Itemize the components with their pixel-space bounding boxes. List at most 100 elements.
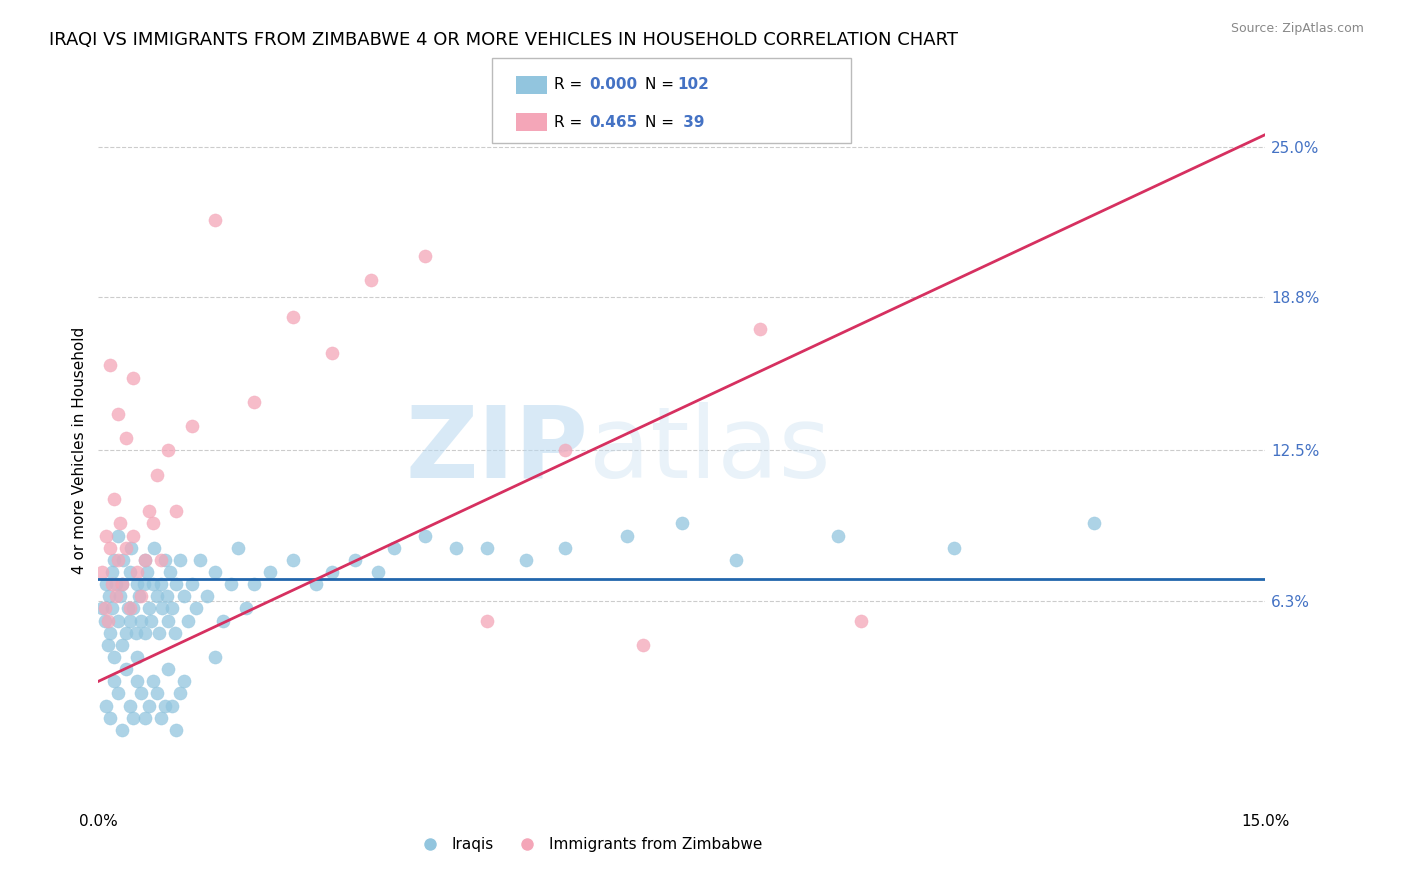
Point: [165, 577, 187, 591]
Point: [153, 698, 176, 713]
Point: [162, 601, 184, 615]
Point: [1083, 516, 1105, 531]
Point: [96, 698, 118, 713]
Text: 0.465: 0.465: [589, 115, 637, 129]
Point: [162, 698, 184, 713]
Point: [671, 516, 693, 531]
Point: [129, 589, 152, 603]
Point: [180, 419, 202, 434]
Point: [108, 516, 131, 531]
Point: [93, 601, 115, 615]
Point: [138, 504, 160, 518]
Point: [134, 553, 156, 567]
Point: [173, 589, 195, 603]
Point: [122, 370, 145, 384]
Text: IRAQI VS IMMIGRANTS FROM ZIMBABWE 4 OR MORE VEHICLES IN HOUSEHOLD CORRELATION CH: IRAQI VS IMMIGRANTS FROM ZIMBABWE 4 OR M…: [49, 31, 959, 49]
Point: [177, 614, 200, 628]
Point: [243, 395, 266, 409]
Point: [616, 528, 638, 542]
Point: [184, 601, 207, 615]
Point: [554, 443, 576, 458]
Point: [111, 638, 134, 652]
Point: [98, 359, 121, 373]
Point: [219, 577, 242, 591]
Point: [180, 577, 202, 591]
Point: [117, 601, 139, 615]
Point: [118, 565, 141, 579]
Point: [129, 614, 152, 628]
Point: [259, 565, 281, 579]
Point: [103, 650, 125, 665]
Point: [120, 541, 142, 555]
Point: [101, 577, 124, 591]
Point: [128, 589, 150, 603]
Point: [100, 565, 122, 579]
Point: [103, 674, 125, 689]
Point: [142, 516, 165, 531]
Point: [104, 589, 127, 603]
Point: [165, 723, 187, 737]
Y-axis label: 4 or more Vehicles in Household: 4 or more Vehicles in Household: [72, 326, 87, 574]
Point: [118, 698, 141, 713]
Text: R =: R =: [554, 78, 588, 92]
Point: [107, 614, 129, 628]
Point: [153, 553, 176, 567]
Point: [138, 698, 160, 713]
Point: [142, 674, 165, 689]
Text: N =: N =: [645, 115, 679, 129]
Point: [165, 504, 187, 518]
Point: [107, 528, 129, 542]
Point: [125, 625, 148, 640]
Legend: Iraqis, Immigrants from Zimbabwe: Iraqis, Immigrants from Zimbabwe: [409, 831, 768, 859]
Text: atlas: atlas: [589, 402, 830, 499]
Text: Source: ZipAtlas.com: Source: ZipAtlas.com: [1230, 22, 1364, 36]
Point: [195, 589, 218, 603]
Point: [413, 528, 436, 542]
Point: [413, 249, 436, 263]
Point: [129, 686, 152, 700]
Point: [143, 541, 166, 555]
Point: [141, 614, 163, 628]
Point: [631, 638, 654, 652]
Text: 0.000: 0.000: [589, 78, 637, 92]
Point: [111, 577, 134, 591]
Point: [360, 273, 382, 287]
Point: [138, 601, 160, 615]
Point: [382, 541, 405, 555]
Point: [188, 553, 211, 567]
Point: [127, 674, 149, 689]
Point: [97, 589, 120, 603]
Point: [97, 614, 120, 628]
Point: [446, 541, 468, 555]
Point: [281, 310, 304, 324]
Point: [98, 625, 121, 640]
Point: [122, 601, 145, 615]
Point: [93, 614, 115, 628]
Point: [305, 577, 328, 591]
Point: [321, 565, 343, 579]
Point: [943, 541, 966, 555]
Point: [118, 601, 141, 615]
Point: [146, 686, 169, 700]
Point: [173, 674, 195, 689]
Point: [132, 577, 155, 591]
Point: [98, 711, 121, 725]
Point: [96, 528, 118, 542]
Point: [114, 541, 136, 555]
Point: [235, 601, 257, 615]
Point: [477, 614, 499, 628]
Point: [149, 553, 172, 567]
Point: [281, 553, 304, 567]
Point: [111, 723, 134, 737]
Point: [748, 322, 770, 336]
Point: [212, 614, 235, 628]
Point: [148, 625, 170, 640]
Point: [150, 601, 173, 615]
Point: [135, 565, 157, 579]
Point: [169, 686, 191, 700]
Point: [243, 577, 266, 591]
Point: [104, 577, 127, 591]
Point: [122, 711, 145, 725]
Text: 102: 102: [678, 78, 710, 92]
Point: [118, 614, 141, 628]
